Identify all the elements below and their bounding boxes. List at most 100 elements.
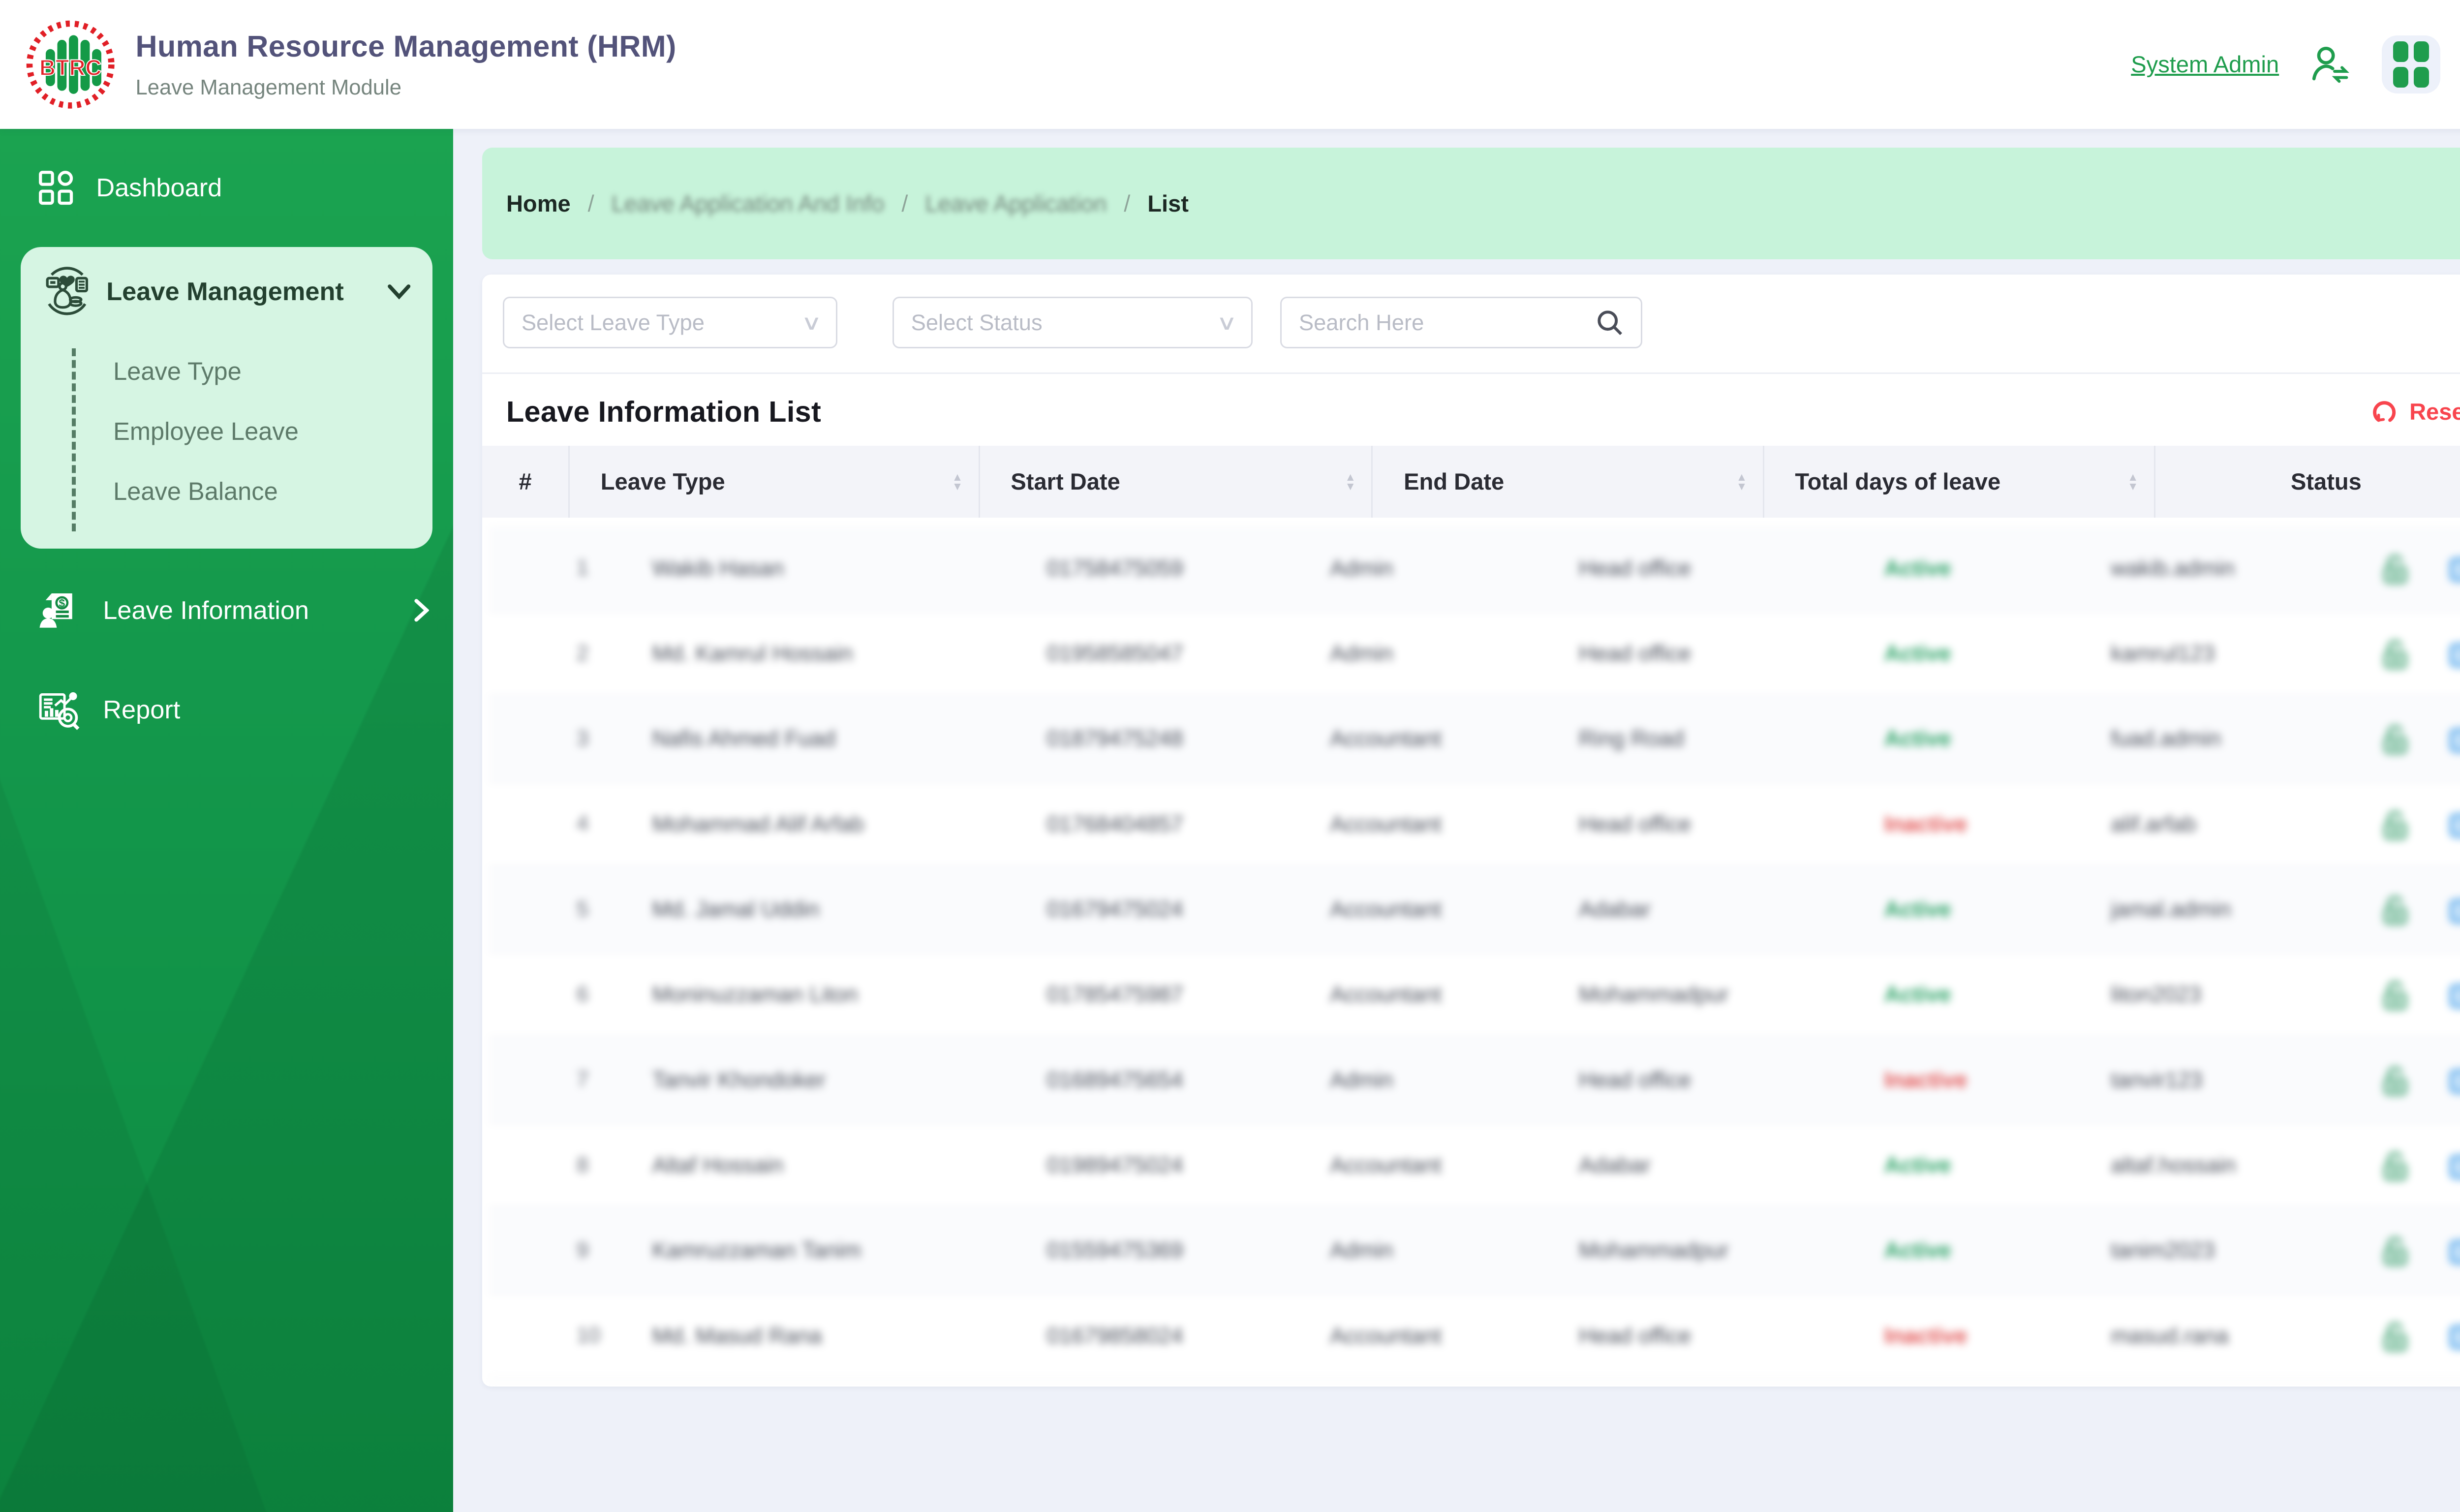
status-select[interactable]: Select Status ∨ bbox=[892, 297, 1253, 349]
column-header-start-date[interactable]: Start Date bbox=[980, 445, 1373, 518]
logo-text: BTRC bbox=[39, 55, 101, 80]
row-leave-type: Tanvir Khondoker bbox=[652, 1067, 826, 1092]
topbar: BTRC Human Resource Management (HRM) Lea… bbox=[0, 0, 2460, 129]
breadcrumb: Home / Leave Application And Info / Leav… bbox=[482, 147, 2460, 259]
row-index: 5 bbox=[576, 897, 589, 921]
row-end-date: Accountant bbox=[1330, 811, 1442, 836]
edit-icon[interactable] bbox=[2449, 894, 2460, 925]
sidebar-item-employee-leave[interactable]: Employee Leave bbox=[113, 417, 299, 446]
row-total-days: Adabar bbox=[1578, 1152, 1651, 1178]
breadcrumb-leave-application[interactable]: Leave Application bbox=[925, 190, 1107, 216]
row-total-days: Ring Road bbox=[1578, 726, 1685, 751]
column-header-index: # bbox=[482, 445, 570, 518]
sidebar-item-label: Leave Management bbox=[106, 277, 344, 306]
sidebar-item-leave-balance[interactable]: Leave Balance bbox=[113, 477, 278, 505]
row-username: kamrul123 bbox=[2111, 641, 2215, 666]
row-leave-type: Mohammad Alif Arfab bbox=[652, 811, 864, 836]
edit-icon[interactable] bbox=[2449, 979, 2460, 1010]
unlock-icon[interactable] bbox=[2380, 637, 2411, 670]
sidebar-item-label: Dashboard bbox=[96, 173, 222, 202]
row-start-date: 01679858024 bbox=[1046, 1323, 1183, 1348]
sort-icon[interactable] bbox=[1736, 472, 1747, 491]
search-icon[interactable] bbox=[1596, 309, 1624, 337]
sort-icon[interactable] bbox=[1345, 472, 1356, 491]
sidebar-item-leave-management[interactable]: Leave Management bbox=[41, 266, 412, 318]
row-end-date: Accountant bbox=[1330, 1323, 1442, 1348]
table-row: 2 Md. Kamrul Hossain 01958585047 Admin H… bbox=[489, 611, 2460, 697]
row-end-date: Accountant bbox=[1330, 726, 1442, 751]
unlock-icon[interactable] bbox=[2380, 552, 2411, 585]
row-total-days: Head office bbox=[1578, 555, 1691, 581]
breadcrumb-leave-application-and-info[interactable]: Leave Application And Info bbox=[611, 190, 885, 216]
btrc-logo-icon: BTRC bbox=[26, 20, 115, 109]
system-admin-link[interactable]: System Admin bbox=[2131, 51, 2279, 78]
sort-icon[interactable] bbox=[952, 472, 963, 491]
edit-icon[interactable] bbox=[2449, 553, 2460, 584]
row-start-date: 01758475059 bbox=[1046, 555, 1183, 581]
sidebar-item-leave-type[interactable]: Leave Type bbox=[113, 357, 242, 386]
sort-icon[interactable] bbox=[2127, 472, 2138, 491]
chevron-right-icon bbox=[414, 599, 429, 622]
breadcrumb-home[interactable]: Home bbox=[506, 190, 571, 216]
app-subtitle: Leave Management Module bbox=[135, 75, 401, 99]
reset-button[interactable]: Reset bbox=[2371, 398, 2460, 425]
user-switch-icon[interactable] bbox=[2308, 42, 2353, 87]
edit-icon[interactable] bbox=[2449, 808, 2460, 839]
column-header-end-date[interactable]: End Date bbox=[1373, 445, 1764, 518]
report-icon bbox=[39, 692, 80, 730]
unlock-icon[interactable] bbox=[2380, 1149, 2411, 1181]
row-leave-type: Moninuzzaman Liton bbox=[652, 982, 858, 1007]
svg-text:$: $ bbox=[59, 597, 65, 610]
row-start-date: 01559475369 bbox=[1046, 1237, 1183, 1263]
row-leave-type: Md. Jamal Uddin bbox=[652, 896, 820, 922]
leave-type-select[interactable]: Select Leave Type ∨ bbox=[502, 297, 838, 349]
submenu-connector bbox=[72, 348, 77, 532]
chevron-down-icon: ∨ bbox=[1216, 311, 1237, 335]
row-username: altaf.hossain bbox=[2111, 1152, 2236, 1178]
row-end-date: Admin bbox=[1330, 555, 1393, 581]
unlock-icon[interactable] bbox=[2380, 1064, 2411, 1096]
unlock-icon[interactable] bbox=[2380, 1320, 2411, 1352]
row-actions bbox=[2377, 1064, 2460, 1096]
edit-icon[interactable] bbox=[2449, 638, 2460, 669]
column-header-total-days[interactable]: Total days of leave bbox=[1764, 445, 2155, 518]
unlock-icon[interactable] bbox=[2380, 893, 2411, 926]
breadcrumb-separator: / bbox=[587, 190, 594, 216]
sidebar: Dashboard Leave Management Leave bbox=[0, 128, 453, 1512]
unlock-icon[interactable] bbox=[2380, 1234, 2411, 1266]
sidebar-item-dashboard[interactable]: Dashboard bbox=[0, 153, 453, 223]
status-badge: Active bbox=[1884, 982, 1951, 1007]
unlock-icon[interactable] bbox=[2380, 722, 2411, 755]
row-total-days: Head office bbox=[1578, 811, 1691, 836]
table-row: 9 Kamruzzaman Tanim 01559475369 Admin Mo… bbox=[489, 1208, 2460, 1294]
row-total-days: Adabar bbox=[1578, 896, 1651, 922]
row-username: liton2023 bbox=[2111, 982, 2202, 1007]
row-total-days: Head office bbox=[1578, 1323, 1691, 1348]
search-field[interactable] bbox=[1280, 297, 1642, 349]
edit-icon[interactable] bbox=[2449, 1064, 2460, 1095]
sidebar-item-report[interactable]: Report bbox=[0, 672, 453, 747]
edit-icon[interactable] bbox=[2449, 1320, 2460, 1351]
row-actions bbox=[2377, 808, 2460, 840]
column-header-leave-type[interactable]: Leave Type bbox=[570, 445, 980, 518]
unlock-icon[interactable] bbox=[2380, 808, 2411, 840]
row-index: 4 bbox=[576, 812, 589, 836]
row-username: alif.arfab bbox=[2111, 811, 2197, 836]
apps-grid-icon[interactable] bbox=[2382, 35, 2440, 94]
table-row: 1 Wakib Hasan 01758475059 Admin Head off… bbox=[489, 526, 2460, 612]
row-index: 10 bbox=[576, 1324, 601, 1348]
sidebar-item-leave-information[interactable]: $ Leave Information bbox=[0, 573, 453, 648]
row-end-date: Admin bbox=[1330, 1067, 1393, 1092]
status-badge: Active bbox=[1884, 641, 1951, 666]
edit-icon[interactable] bbox=[2449, 1235, 2460, 1266]
unlock-icon[interactable] bbox=[2380, 978, 2411, 1011]
sidebar-group-leave-management: Leave Management Leave Type Employee Lea… bbox=[20, 247, 432, 549]
divider bbox=[482, 372, 2460, 374]
breadcrumb-list: List bbox=[1147, 190, 1189, 216]
status-badge: Inactive bbox=[1884, 1323, 1968, 1348]
row-actions bbox=[2377, 1149, 2460, 1181]
edit-icon[interactable] bbox=[2449, 1150, 2460, 1181]
search-input[interactable] bbox=[1298, 309, 1597, 336]
edit-icon[interactable] bbox=[2449, 723, 2460, 754]
row-index: 3 bbox=[576, 726, 589, 750]
